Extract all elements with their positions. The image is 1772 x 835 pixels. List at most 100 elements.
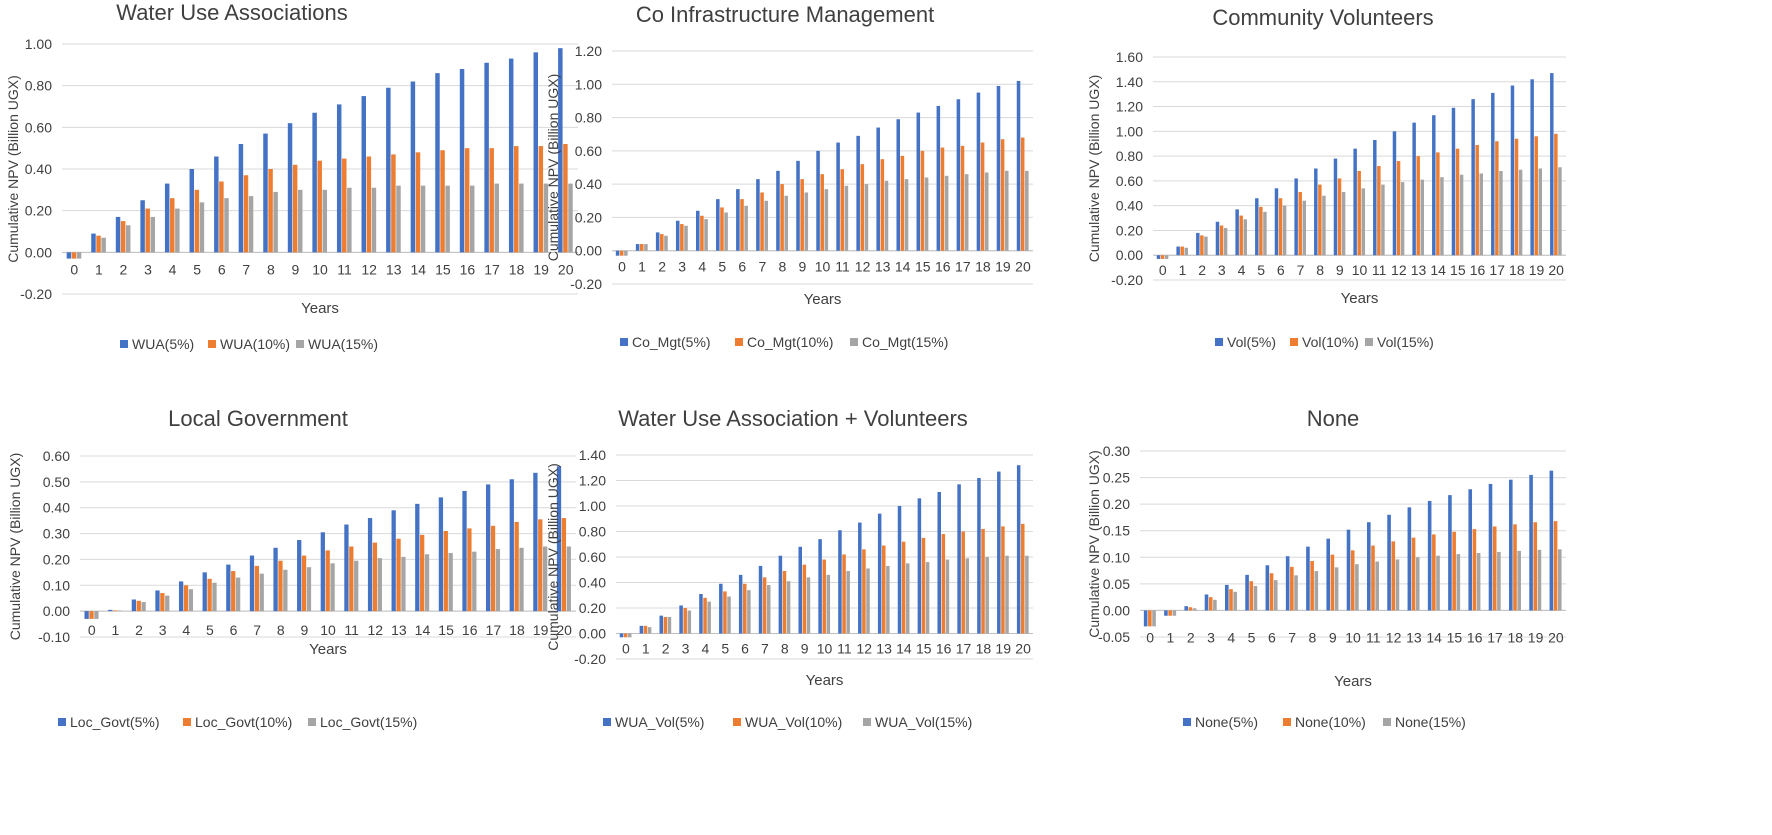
bar-WUA(10%) (342, 158, 347, 253)
bar-Loc_Govt(5%) (297, 540, 302, 612)
bar-WUA(10%) (415, 152, 421, 253)
y-tick-label: 0.60 (579, 549, 606, 565)
bar-None(15%) (1537, 549, 1542, 611)
bar-Co_Mgt(10%) (760, 192, 764, 251)
bar-Co_Mgt(5%) (675, 220, 680, 251)
bar-Loc_Govt(15%) (94, 611, 99, 619)
y-tick-label: 0.60 (575, 143, 602, 159)
bar-WUA_Vol(15%) (945, 559, 950, 634)
bar-WUA(5%) (336, 104, 342, 253)
bar-Vol(5%) (1176, 246, 1180, 256)
bar-Vol(15%) (1302, 200, 1306, 256)
bar-None(15%) (1436, 555, 1440, 611)
bar-Co_Mgt(15%) (884, 180, 889, 251)
bar-Loc_Govt(10%) (89, 611, 94, 619)
bar-Loc_Govt(15%) (543, 546, 548, 612)
bar-Co_Mgt(5%) (816, 150, 820, 251)
x-tick-label: 4 (1227, 629, 1235, 645)
bar-Vol(15%) (1184, 247, 1188, 256)
y-tick-label: 0.40 (575, 176, 602, 192)
bar-Co_Mgt(10%) (700, 215, 704, 251)
x-axis-label: Years (806, 672, 844, 689)
bar-Loc_Govt(15%) (354, 560, 359, 612)
x-tick-label: 8 (277, 622, 285, 638)
bar-WUA(5%) (214, 156, 219, 253)
x-tick-label: 15 (1450, 262, 1466, 278)
y-tick-label: 0.30 (43, 526, 70, 542)
x-axis-label: Years (1341, 290, 1379, 307)
bar-None(5%) (1427, 500, 1432, 611)
x-tick-label: 10 (320, 622, 336, 638)
bar-WUA(10%) (268, 169, 273, 253)
legend-swatch (735, 338, 743, 346)
bar-Vol(10%) (1554, 133, 1558, 256)
x-tick-label: 1 (1179, 262, 1187, 278)
bar-Loc_Govt(5%) (273, 547, 278, 612)
bar-Co_Mgt(10%) (880, 159, 885, 251)
bar-None(15%) (1213, 599, 1217, 611)
bar-None(15%) (1456, 554, 1461, 611)
x-tick-label: 12 (361, 262, 377, 278)
bar-Co_Mgt(15%) (624, 250, 628, 256)
bar-WUA(5%) (361, 96, 367, 253)
bar-Vol(10%) (1298, 192, 1302, 256)
legend-swatch (296, 340, 304, 348)
x-tick-label: 2 (135, 622, 143, 638)
x-tick-label: 13 (1406, 629, 1422, 645)
x-tick-label: 8 (267, 262, 275, 278)
bar-Vol(10%) (1357, 170, 1361, 256)
bar-WUA_Vol(10%) (862, 549, 866, 634)
bar-None(5%) (1306, 546, 1310, 611)
bar-Vol(5%) (1235, 209, 1239, 256)
bar-Co_Mgt(15%) (684, 225, 688, 251)
legend-swatch (308, 718, 316, 726)
bar-Loc_Govt(15%) (188, 589, 194, 612)
bar-Loc_Govt(5%) (249, 555, 255, 612)
bar-None(15%) (1172, 610, 1177, 616)
x-tick-label: 15 (435, 262, 451, 278)
bar-Loc_Govt(5%) (415, 503, 420, 612)
x-tick-label: 3 (159, 622, 167, 638)
bar-WUA_Vol(15%) (747, 590, 751, 634)
bar-Co_Mgt(10%) (720, 207, 724, 251)
bar-Vol(10%) (1534, 136, 1538, 256)
y-tick-label: 1.00 (25, 36, 52, 52)
bar-WUA(15%) (125, 225, 131, 253)
legend-entry: Vol(5%) (1227, 334, 1276, 350)
y-tick-label: -0.05 (1098, 629, 1130, 645)
x-tick-label: 10 (815, 259, 831, 275)
bar-Co_Mgt(15%) (744, 205, 748, 251)
x-tick-label: 0 (618, 259, 626, 275)
legend-swatch (603, 718, 611, 726)
chart-title: Water Use Associations (116, 0, 348, 25)
x-tick-label: 9 (292, 262, 300, 278)
x-tick-label: 5 (1257, 262, 1265, 278)
bar-Vol(10%) (1396, 161, 1401, 256)
bar-WUA(5%) (312, 112, 317, 253)
bar-WUA_Vol(15%) (905, 563, 910, 634)
bar-None(15%) (1192, 608, 1197, 611)
y-tick-label: 0.60 (43, 448, 70, 464)
x-tick-label: 14 (896, 640, 912, 656)
bar-Co_Mgt(5%) (916, 112, 921, 251)
bar-Co_Mgt(5%) (876, 127, 880, 251)
bar-Loc_Govt(10%) (561, 518, 567, 612)
bar-None(10%) (1533, 522, 1538, 611)
bar-Co_Mgt(10%) (840, 169, 845, 251)
bar-Loc_Govt(10%) (160, 593, 165, 612)
bar-Co_Mgt(5%) (716, 199, 720, 251)
y-tick-label: 0.20 (43, 551, 70, 567)
bar-WUA_Vol(5%) (619, 633, 624, 638)
bar-WUA(10%) (366, 156, 372, 253)
x-tick-label: 15 (916, 640, 932, 656)
x-tick-label: 8 (781, 640, 789, 656)
bar-Vol(15%) (1243, 219, 1247, 256)
chart-panel-1: Co Infrastructure Management -0.20 0.00 0.2… (545, 2, 1033, 350)
bar-Loc_Govt(10%) (420, 534, 425, 612)
bar-Vol(10%) (1514, 138, 1519, 256)
bar-Vol(10%) (1200, 235, 1204, 256)
x-tick-label: 20 (558, 262, 574, 278)
x-tick-label: 1 (1167, 629, 1175, 645)
bar-WUA_Vol(10%) (623, 633, 628, 638)
x-tick-label: 9 (1336, 262, 1344, 278)
